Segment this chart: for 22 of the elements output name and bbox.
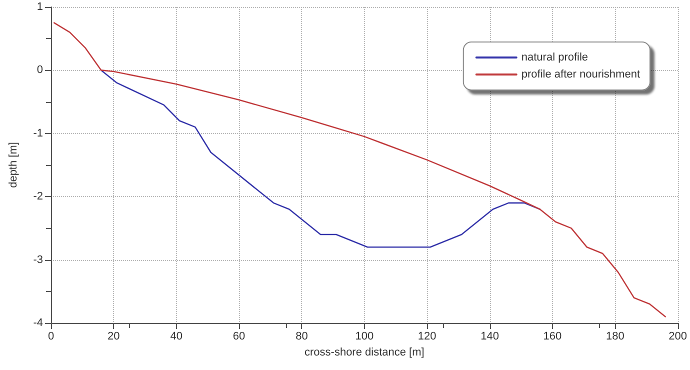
- y-tick-label: -2: [33, 190, 43, 203]
- x-tick-label: 120: [418, 330, 436, 342]
- x-tick-label: 20: [108, 330, 120, 342]
- y-tick-label: 1: [36, 1, 43, 13]
- x-axis-title: cross-shore distance [m]: [304, 346, 424, 358]
- legend-label: natural profile: [521, 52, 588, 64]
- y-tick-label: -3: [33, 254, 43, 266]
- x-tick-label: 200: [668, 330, 688, 342]
- x-tick-label: 80: [296, 330, 308, 342]
- legend-label: profile after nourishment: [521, 68, 640, 80]
- x-tick-label: 180: [606, 330, 624, 342]
- x-tick-label: 60: [232, 330, 246, 342]
- x-tick-label: 100: [355, 330, 374, 342]
- x-tick-label: 160: [543, 330, 562, 342]
- x-tick-label: 40: [170, 330, 182, 342]
- y-tick-label: -4: [33, 317, 43, 329]
- y-axis-title: depth [m]: [8, 142, 20, 188]
- x-tick-label: 0: [48, 330, 54, 342]
- y-tick-label: 0: [36, 64, 43, 76]
- y-tick-label: -1: [33, 127, 43, 140]
- x-tick-label: 140: [480, 330, 499, 342]
- line-series: [53, 22, 666, 318]
